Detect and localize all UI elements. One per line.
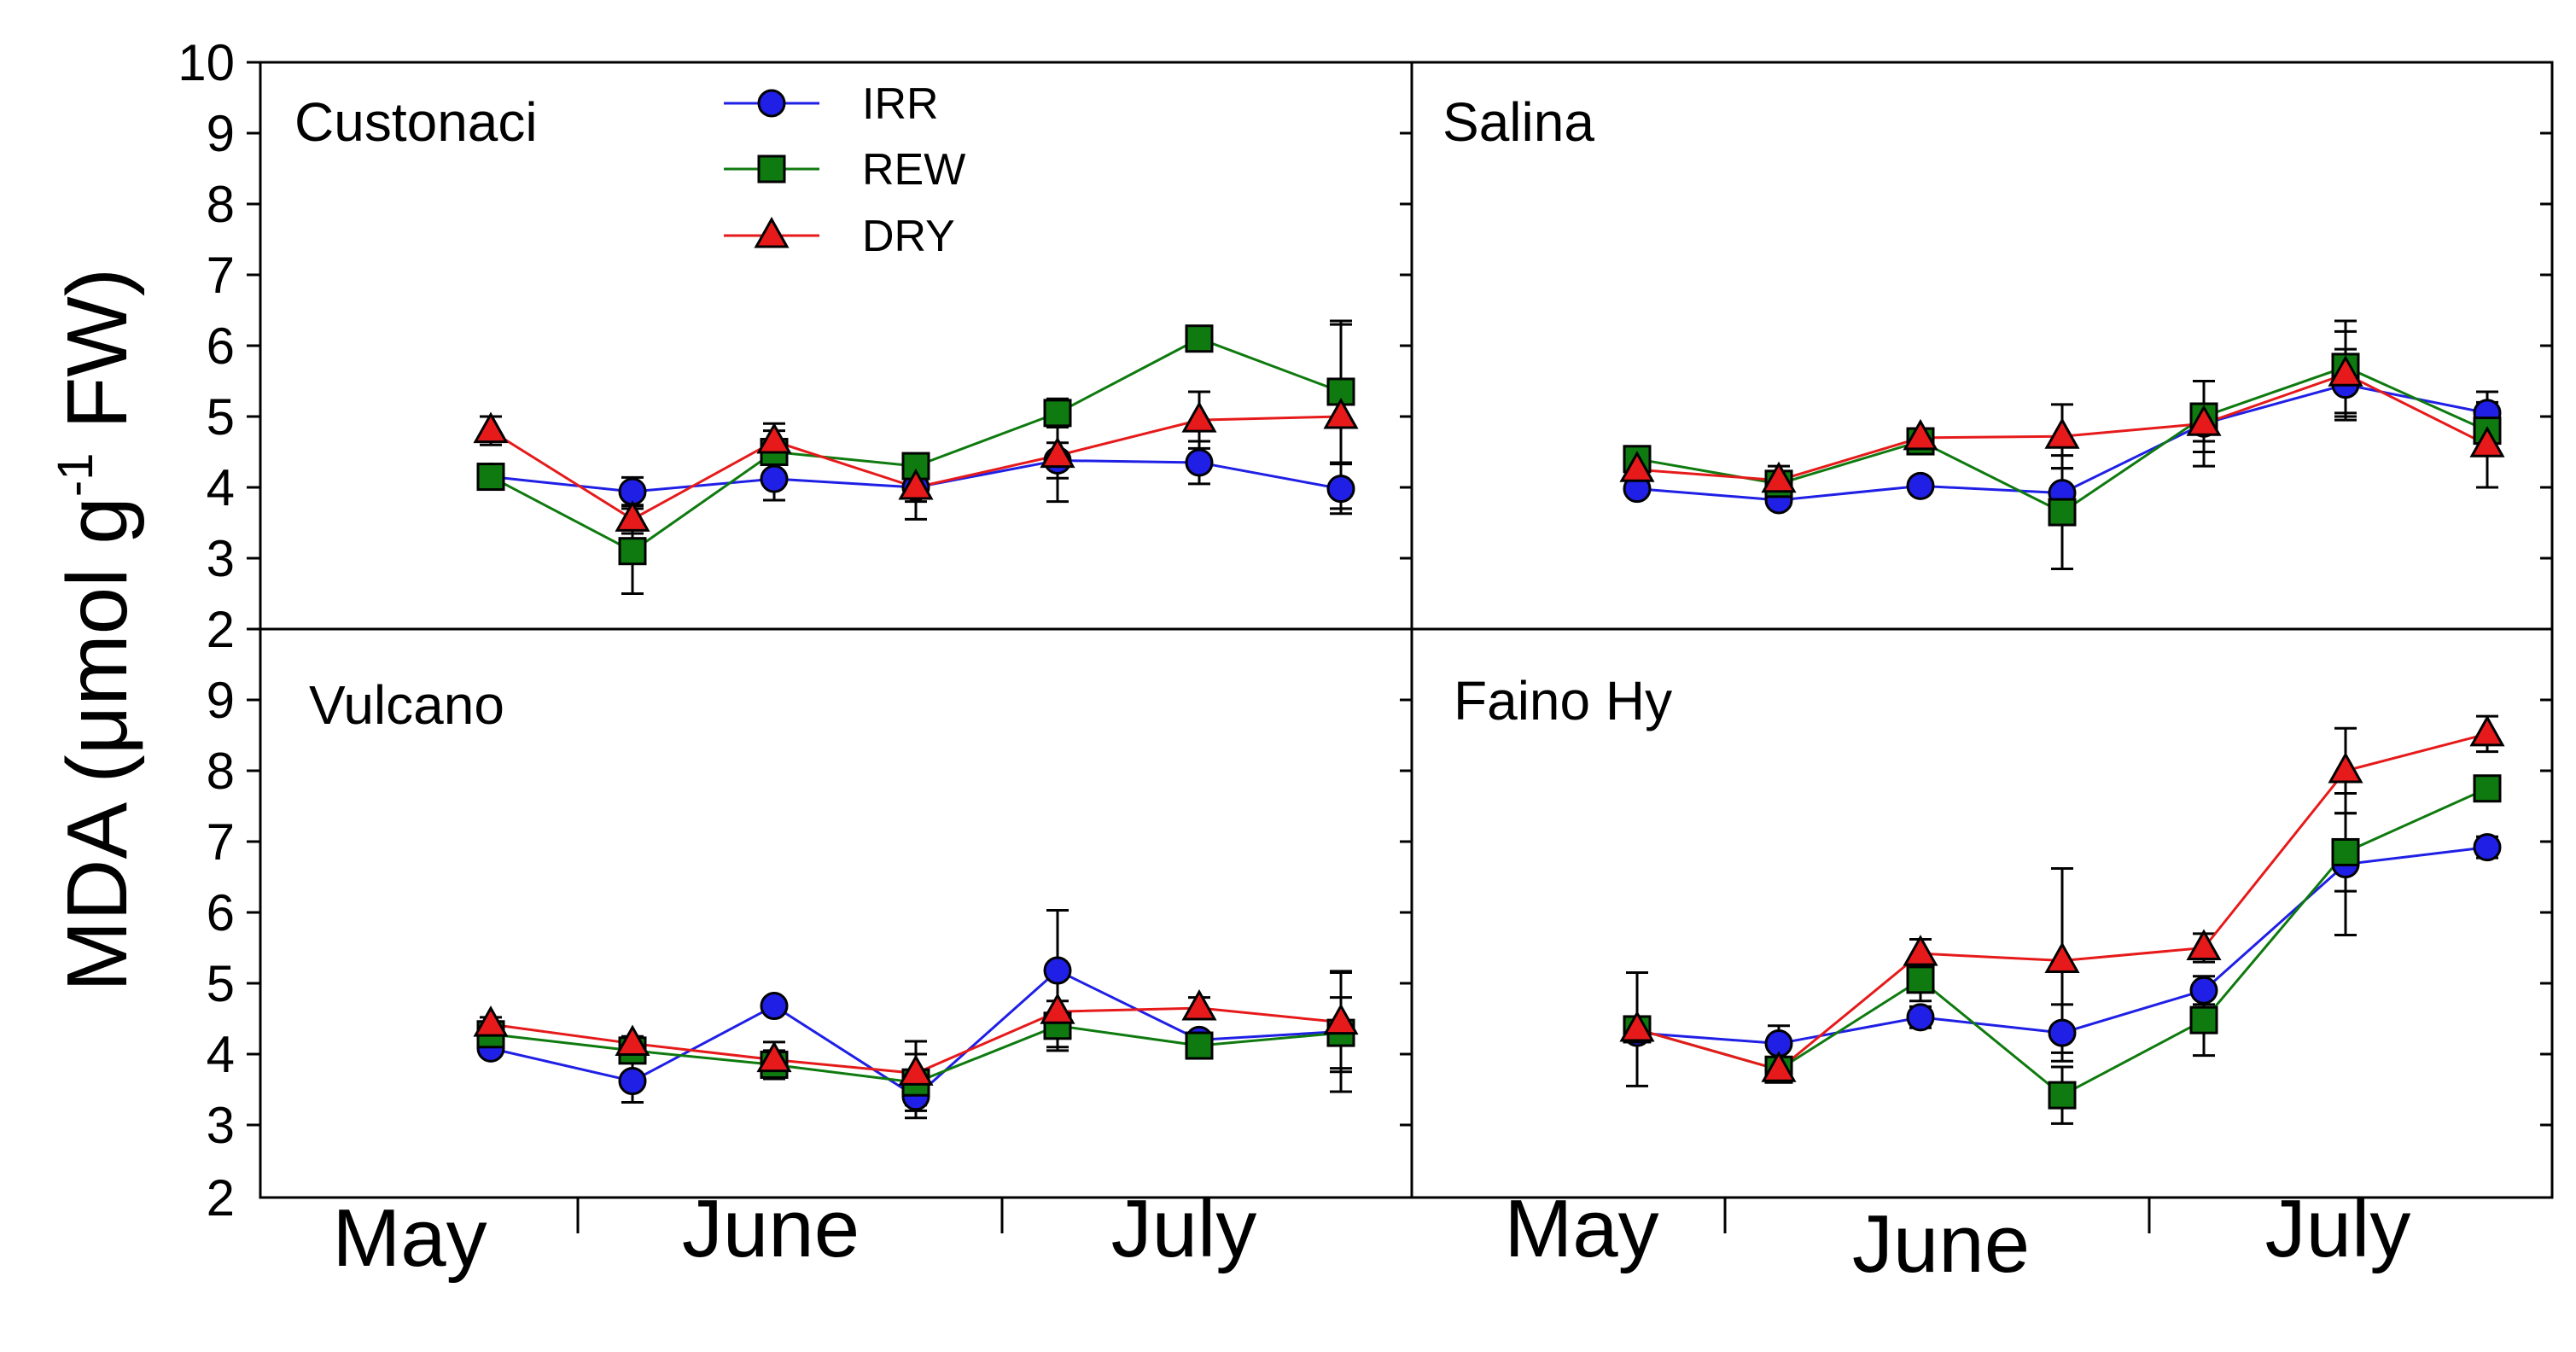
point-rew [476, 463, 505, 492]
panel-title-custonaci: Custonaci [294, 91, 538, 153]
point-dry [1619, 1010, 1655, 1042]
point-irr [760, 992, 789, 1021]
panel-custonaci [473, 319, 1359, 595]
y-axis-title-main: MDA ( [50, 755, 145, 992]
point-rew [618, 537, 647, 566]
month-label-may: May [1504, 1183, 1658, 1274]
point-dry [2469, 426, 2505, 457]
y-tick-label: 6 [207, 318, 235, 375]
y-tick-label: 2 [207, 601, 235, 658]
point-irr [760, 464, 789, 493]
point-dry [1040, 993, 1075, 1024]
y-tick-label: 5 [207, 955, 235, 1012]
panel-title-vulcano: Vulcano [309, 674, 504, 736]
point-rew [2331, 837, 2360, 866]
y-axis-title-end: FW) [50, 268, 145, 453]
point-rew [2189, 1005, 2218, 1034]
point-irr [1326, 475, 1355, 504]
point-dry [2186, 929, 2222, 960]
point-dry [1181, 401, 1217, 433]
point-dry [756, 1040, 792, 1073]
point-irr [2189, 976, 2218, 1005]
month-label-june: June [1852, 1198, 2030, 1290]
legend-marker-irr [757, 89, 786, 118]
y-axis-title-unit: mol g [50, 497, 145, 706]
y-tick-label: 3 [207, 530, 235, 587]
point-irr [2048, 1018, 2077, 1047]
point-dry [898, 1054, 934, 1086]
point-dry [1903, 418, 1938, 451]
y-tick-label: 7 [207, 247, 235, 304]
point-dry [2186, 405, 2222, 436]
panel-vulcano [473, 909, 1359, 1120]
point-rew [1185, 1031, 1214, 1060]
panel-faino-hy [1619, 714, 2505, 1125]
point-dry [473, 1005, 509, 1037]
point-dry [1323, 397, 1359, 429]
legend-marker-rew [757, 154, 786, 184]
point-dry [898, 468, 934, 500]
point-dry [2328, 355, 2363, 387]
month-label-may: May [332, 1192, 487, 1284]
legend-label-irr: IRR [862, 79, 939, 129]
legend: IRR REW DRY [724, 79, 965, 261]
point-irr [2473, 833, 2502, 862]
month-label-july: July [1111, 1183, 1257, 1274]
point-rew [2048, 1081, 2077, 1110]
point-dry [1323, 1003, 1359, 1035]
point-dry [1181, 988, 1217, 1021]
y-tick-label: 4 [207, 1026, 235, 1083]
point-dry [2469, 714, 2505, 747]
data-layer [473, 319, 2505, 1125]
y-tick-label: 6 [207, 884, 235, 941]
y-axis-title-mu: μ [50, 706, 145, 755]
legend-marker-dry [754, 216, 790, 248]
y-tick-label: 7 [207, 813, 235, 871]
point-dry [756, 422, 792, 454]
y-tick-label: 9 [207, 672, 235, 729]
point-dry [1040, 436, 1075, 469]
point-rew [1043, 399, 1072, 428]
point-dry [2044, 417, 2080, 449]
month-label-june: June [682, 1183, 860, 1274]
point-rew [1906, 965, 1935, 994]
y-tick-label: 3 [207, 1097, 235, 1154]
y-tick-label: 10 [178, 34, 235, 91]
y-axis-title-sup: -1 [48, 453, 103, 498]
legend-label-dry: DRY [862, 212, 955, 261]
y-tick-label: 2 [207, 1169, 235, 1227]
panel-salina [1619, 319, 2505, 570]
point-dry [473, 411, 509, 444]
axes-layer: 10 9 8 7 6 5 4 3 2 9 8 7 6 5 4 3 2 May June July May June July… [48, 34, 2554, 1290]
point-irr [1185, 448, 1214, 477]
y-tick-label: 8 [207, 176, 235, 233]
point-irr [1906, 471, 1935, 500]
month-label-july: July [2265, 1183, 2411, 1274]
point-dry [615, 1024, 650, 1057]
point-dry [1619, 451, 1655, 482]
point-dry [1761, 1051, 1797, 1082]
point-dry [615, 500, 650, 532]
y-tick-label: 9 [207, 105, 235, 162]
panel-title-salina: Salina [1442, 91, 1594, 153]
legend-label-rew: REW [862, 145, 965, 195]
point-irr [1043, 956, 1072, 985]
y-tick-label: 4 [207, 459, 235, 516]
y-tick-label: 5 [207, 388, 235, 446]
point-rew [2473, 774, 2502, 803]
y-tick-label: 8 [207, 743, 235, 800]
point-dry [2044, 941, 2080, 973]
point-irr [1906, 1003, 1935, 1032]
y-axis-title: MDA (μmol g-1 FW) [48, 268, 145, 992]
point-dry [1903, 935, 1938, 966]
point-rew [2048, 498, 2077, 527]
point-rew [1185, 324, 1214, 353]
point-irr [618, 1067, 647, 1096]
panel-title-faino-hy: Faino Hy [1454, 670, 1672, 731]
point-dry [2328, 751, 2363, 784]
point-dry [1761, 461, 1797, 493]
